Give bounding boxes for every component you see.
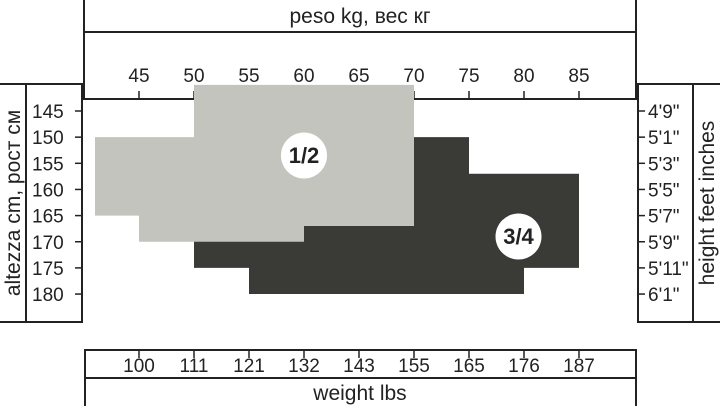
bottom-tick-label: 143 <box>343 356 375 377</box>
bottom-axis-title: weight lbs <box>312 382 406 405</box>
top-tick-label: 75 <box>458 66 479 87</box>
top-tick-label: 85 <box>568 66 589 87</box>
left-tick-label: 170 <box>32 233 64 254</box>
top-axis-box: peso kg, вес кг 45 50 55 60 65 70 75 80 85 <box>83 0 637 100</box>
size-badge: 3/4 <box>495 213 542 260</box>
left-tick-label: 155 <box>32 154 64 175</box>
bottom-tick-label: 111 <box>180 356 209 377</box>
left-axis-title: altezza cm, рост см <box>2 110 25 296</box>
top-tick-label: 45 <box>128 66 149 87</box>
right-tick-label: 5'11" <box>648 259 689 280</box>
bottom-tick-label: 187 <box>563 356 595 377</box>
bottom-tick-label: 121 <box>233 356 265 377</box>
top-tick-label: 70 <box>403 66 424 87</box>
top-tick-label: 60 <box>293 66 314 87</box>
left-axis-frame <box>0 83 83 323</box>
top-tick-label: 80 <box>513 66 534 87</box>
right-axis-title: height feet inches <box>696 121 719 286</box>
size-region-1-2 <box>95 84 414 242</box>
right-tick-label: 5'9" <box>648 233 680 254</box>
bottom-tick-label: 100 <box>123 356 155 377</box>
top-axis-title: peso kg, вес кг <box>289 5 430 28</box>
size-badges: 3/4 1/2 <box>281 132 542 260</box>
right-axis-frame <box>637 83 720 323</box>
left-tick-label: 165 <box>32 207 64 228</box>
badge-label: 1/2 <box>289 143 320 168</box>
left-tick-label: 160 <box>32 180 64 201</box>
bottom-tick-label: 176 <box>508 356 540 377</box>
right-tick-label: 5'3" <box>648 154 680 175</box>
right-tick-label: 5'1" <box>648 128 680 149</box>
bottom-tick-label: 165 <box>453 356 485 377</box>
top-tick-label: 65 <box>348 66 369 87</box>
bottom-axis-box: weight lbs 100 111 121 132 143 155 165 176 187 <box>84 349 637 406</box>
size-regions <box>95 84 579 295</box>
left-tick-label: 175 <box>32 259 64 280</box>
top-tick-label: 55 <box>238 66 259 87</box>
right-axis-box: height feet inches 4'9" 5'1" 5'3" 5'5" 5'7" 5… <box>637 83 720 323</box>
size-region-3-4 <box>194 137 579 295</box>
right-tick-label: 5'5" <box>648 180 680 201</box>
bottom-tick-label: 155 <box>398 356 430 377</box>
right-tick-label: 4'9" <box>648 102 680 123</box>
right-tick-label: 6'1" <box>648 285 680 306</box>
left-tick-label: 150 <box>32 128 64 149</box>
bottom-tick-label: 132 <box>288 356 320 377</box>
badge-circle <box>281 132 327 179</box>
left-tick-label: 180 <box>32 285 64 306</box>
size-badge: 1/2 <box>281 132 327 179</box>
top-tick-label: 50 <box>183 66 204 87</box>
left-axis-box: altezza cm, рост см 145 150 155 160 165 170 17… <box>0 83 83 323</box>
left-tick-label: 145 <box>32 102 64 123</box>
right-tick-label: 5'7" <box>648 207 680 228</box>
badge-label: 3/4 <box>503 224 534 249</box>
badge-circle <box>495 213 542 260</box>
